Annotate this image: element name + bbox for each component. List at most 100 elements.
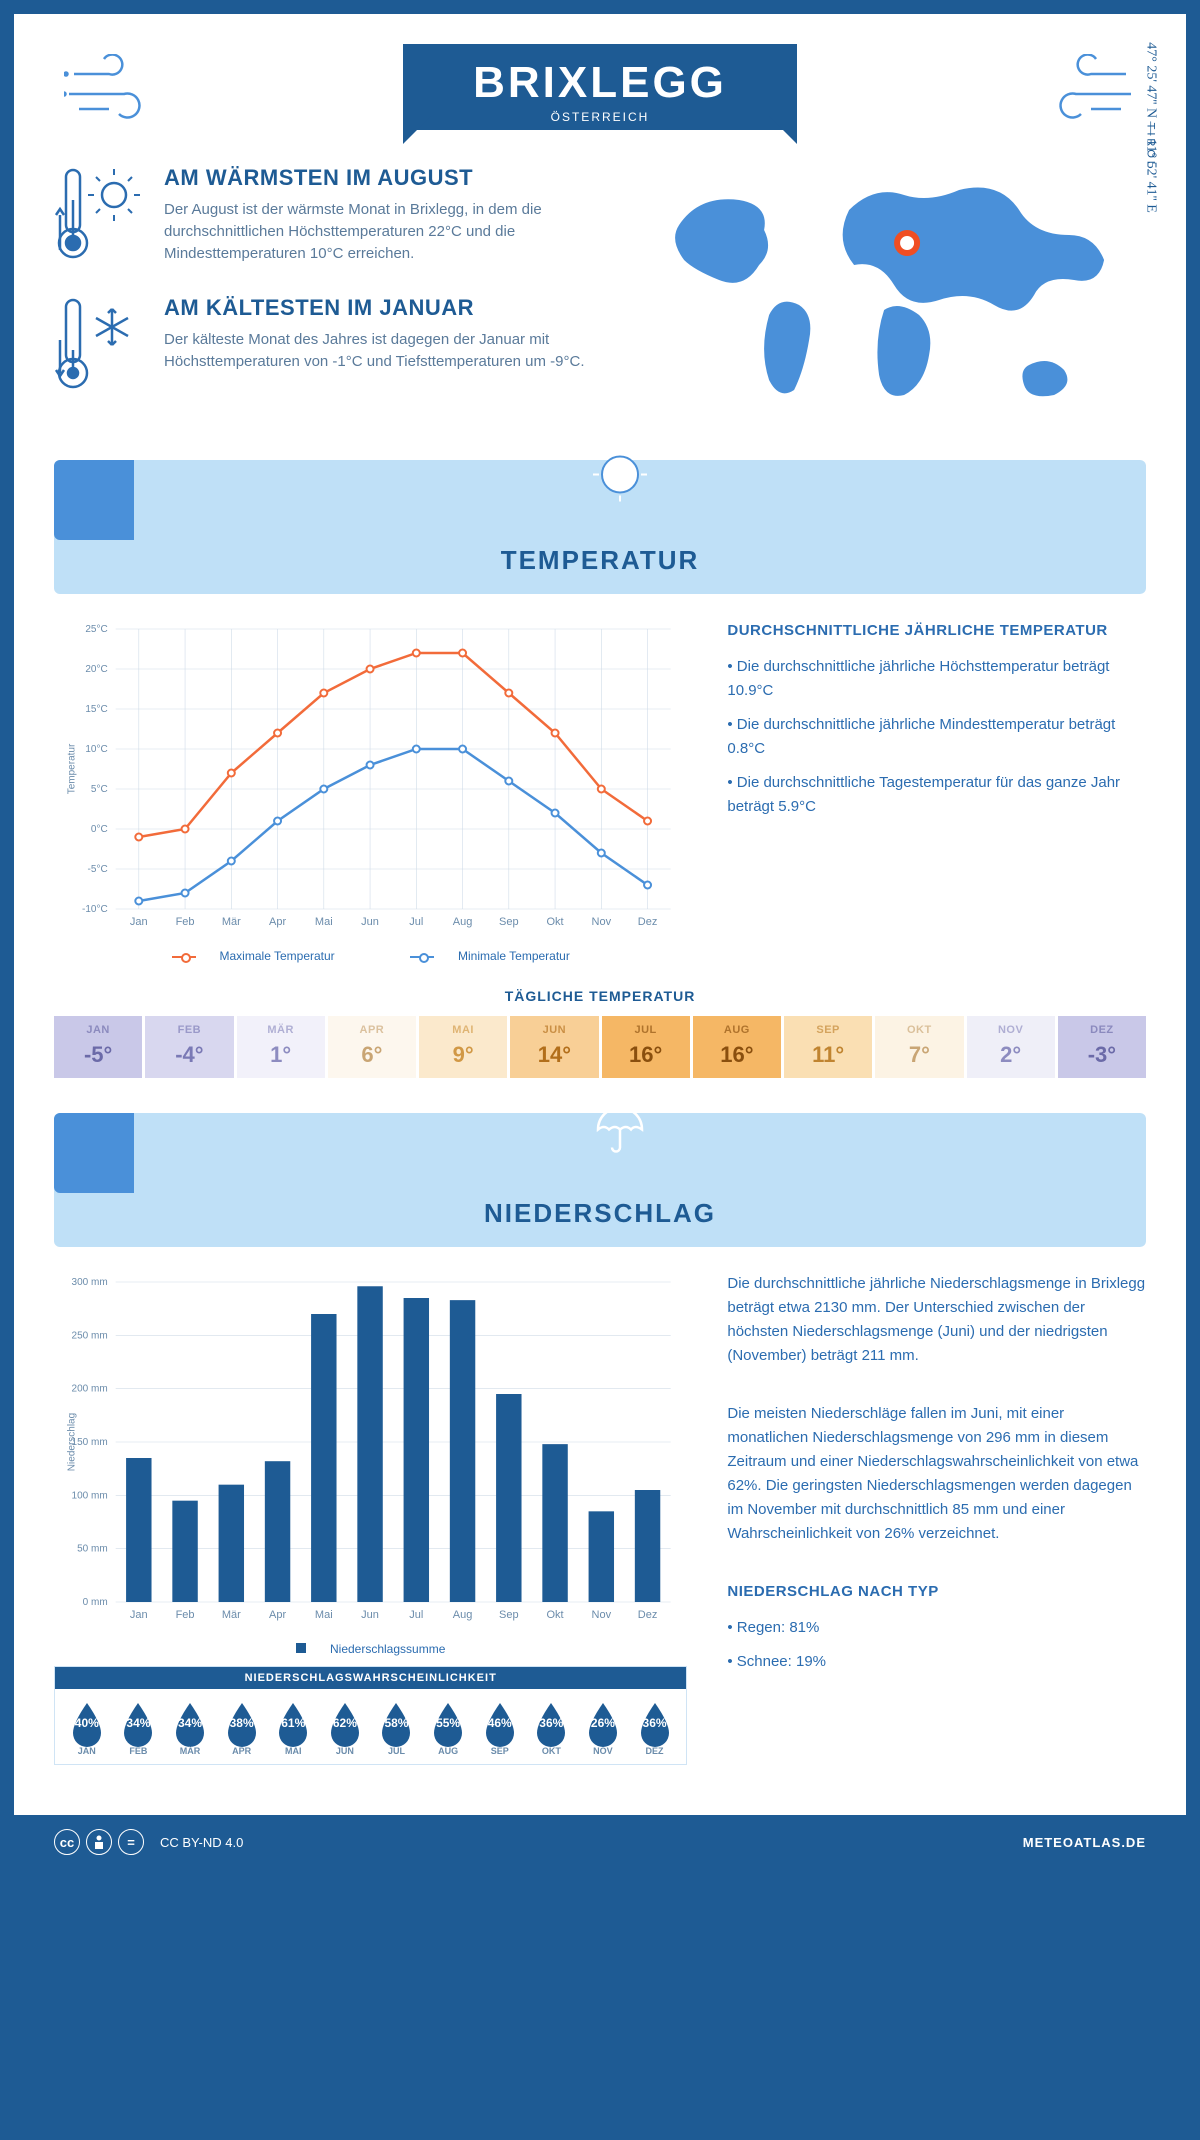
site-name: METEOATLAS.DE [1023, 1835, 1146, 1850]
month-cell: DEZ-3° [1058, 1016, 1146, 1078]
svg-text:300 mm: 300 mm [72, 1277, 108, 1288]
chart-legend: Maximale Temperatur Minimale Temperatur [54, 949, 687, 963]
precipitation-bar-chart: 0 mm50 mm100 mm150 mm200 mm250 mm300 mmJ… [54, 1272, 687, 1632]
sun-icon [74, 445, 1166, 512]
probability-drop: 34%MÄR [164, 1699, 216, 1756]
page: BRIXLEGG ÖSTERREICH AM WÄRMSTEN IM AUGUS… [0, 0, 1200, 1883]
svg-text:250 mm: 250 mm [72, 1330, 108, 1341]
header: BRIXLEGG ÖSTERREICH [54, 44, 1146, 130]
svg-text:0 mm: 0 mm [83, 1597, 108, 1608]
precip-type-heading: NIEDERSCHLAG NACH TYP [727, 1580, 1146, 1604]
precip-text: Die durchschnittliche jährliche Niedersc… [727, 1272, 1146, 1368]
precip-bullet: • Regen: 81% [727, 1616, 1146, 1640]
svg-text:Okt: Okt [546, 916, 563, 928]
svg-text:Jun: Jun [361, 916, 379, 928]
svg-text:5°C: 5°C [91, 784, 108, 795]
temp-bullet: • Die durchschnittliche jährliche Mindes… [727, 713, 1146, 761]
temperature-line-chart: -10°C -5°C 0°C 5°C 10°C 15°C 20°C 25°C Jan Feb Mär… [54, 619, 687, 939]
precip-section-banner: NIEDERSCHLAG [54, 1113, 1146, 1247]
svg-text:Apr: Apr [269, 1609, 286, 1621]
country-subtitle: ÖSTERREICH [473, 110, 727, 124]
svg-text:Jul: Jul [409, 916, 423, 928]
daily-temp-title: TÄGLICHE TEMPERATUR [54, 988, 1146, 1004]
temp-bullet: • Die durchschnittliche jährliche Höchst… [727, 655, 1146, 703]
svg-text:Okt: Okt [546, 1609, 563, 1621]
warmest-fact: AM WÄRMSTEN IM AUGUST Der August ist der… [54, 165, 622, 270]
month-cell: AUG16° [693, 1016, 781, 1078]
precip-bullet: • Schnee: 19% [727, 1650, 1146, 1674]
probability-drop: 36%DEZ [629, 1699, 681, 1756]
svg-text:100 mm: 100 mm [72, 1490, 108, 1501]
probability-drop: 46%SEP [474, 1699, 526, 1756]
fact-title: AM WÄRMSTEN IM AUGUST [164, 165, 622, 191]
section-title: TEMPERATUR [501, 545, 700, 575]
probability-drop: 61%MAI [267, 1699, 319, 1756]
section-title: NIEDERSCHLAG [484, 1198, 716, 1228]
city-title: BRIXLEGG [473, 58, 727, 108]
daily-temp-grid: JAN-5°FEB-4°MÄR1°APR6°MAI9°JUN14°JUL16°A… [54, 1016, 1146, 1078]
svg-text:Jan: Jan [130, 1609, 148, 1621]
fact-title: AM KÄLTESTEN IM JANUAR [164, 295, 622, 321]
svg-text:0°C: 0°C [91, 824, 108, 835]
fact-text: Der kälteste Monat des Jahres ist dagege… [164, 329, 622, 373]
title-banner: BRIXLEGG ÖSTERREICH [403, 44, 797, 130]
svg-text:Sep: Sep [499, 1609, 519, 1621]
svg-text:Feb: Feb [176, 916, 195, 928]
month-cell: OKT7° [875, 1016, 963, 1078]
svg-text:Aug: Aug [453, 1609, 473, 1621]
thermometer-sun-icon [54, 165, 144, 270]
svg-text:Feb: Feb [176, 1609, 195, 1621]
intro-section: AM WÄRMSTEN IM AUGUST Der August ist der… [54, 165, 1146, 430]
month-cell: JUN14° [510, 1016, 598, 1078]
chart-legend: Niederschlagssumme [54, 1642, 687, 1656]
umbrella-icon [74, 1098, 1166, 1165]
footer: cc = CC BY-ND 4.0 METEOATLAS.DE [14, 1815, 1186, 1869]
svg-text:Dez: Dez [638, 916, 658, 928]
svg-text:Mär: Mär [222, 1609, 241, 1621]
svg-text:25°C: 25°C [85, 624, 107, 635]
svg-text:Apr: Apr [269, 916, 286, 928]
svg-text:Dez: Dez [638, 1609, 658, 1621]
month-cell: MAI9° [419, 1016, 507, 1078]
month-cell: MÄR1° [237, 1016, 325, 1078]
by-icon [86, 1829, 112, 1855]
svg-text:Aug: Aug [453, 916, 473, 928]
svg-text:20°C: 20°C [85, 664, 107, 675]
probability-drop: 38%APR [216, 1699, 268, 1756]
nd-icon: = [118, 1829, 144, 1855]
month-cell: NOV2° [967, 1016, 1055, 1078]
license: cc = CC BY-ND 4.0 [54, 1829, 243, 1855]
svg-text:Mär: Mär [222, 916, 241, 928]
svg-text:10°C: 10°C [85, 744, 107, 755]
svg-text:Temperatur: Temperatur [67, 743, 78, 794]
svg-text:200 mm: 200 mm [72, 1384, 108, 1395]
coldest-fact: AM KÄLTESTEN IM JANUAR Der kälteste Mona… [54, 295, 622, 400]
svg-text:Jul: Jul [409, 1609, 423, 1621]
svg-text:-5°C: -5°C [88, 864, 108, 875]
world-map [652, 165, 1146, 425]
svg-text:Jan: Jan [130, 916, 148, 928]
month-cell: FEB-4° [145, 1016, 233, 1078]
probability-drop: 58%JUL [371, 1699, 423, 1756]
probability-drop: 40%JAN [61, 1699, 113, 1756]
precipitation-probability: NIEDERSCHLAGSWAHRSCHEINLICHKEIT 40%JAN34… [54, 1666, 687, 1765]
month-cell: JUL16° [602, 1016, 690, 1078]
wind-icon [1036, 54, 1136, 139]
month-cell: SEP11° [784, 1016, 872, 1078]
location-marker [897, 233, 917, 253]
probability-drop: 62%JUN [319, 1699, 371, 1756]
svg-text:15°C: 15°C [85, 704, 107, 715]
svg-text:Jun: Jun [361, 1609, 379, 1621]
thermometer-snow-icon [54, 295, 144, 400]
month-cell: APR6° [328, 1016, 416, 1078]
probability-drop: 26%NOV [577, 1699, 629, 1756]
svg-text:Mai: Mai [315, 916, 333, 928]
svg-text:50 mm: 50 mm [77, 1544, 108, 1555]
fact-text: Der August ist der wärmste Monat in Brix… [164, 199, 622, 264]
coordinates: 47° 25' 47'' N — 11° 52' 41'' E [1142, 42, 1158, 212]
month-cell: JAN-5° [54, 1016, 142, 1078]
precip-text: Die meisten Niederschläge fallen im Juni… [727, 1402, 1146, 1546]
temp-bullet: • Die durchschnittliche Tagestemperatur … [727, 771, 1146, 819]
svg-text:Sep: Sep [499, 916, 519, 928]
svg-text:-10°C: -10°C [82, 904, 108, 915]
